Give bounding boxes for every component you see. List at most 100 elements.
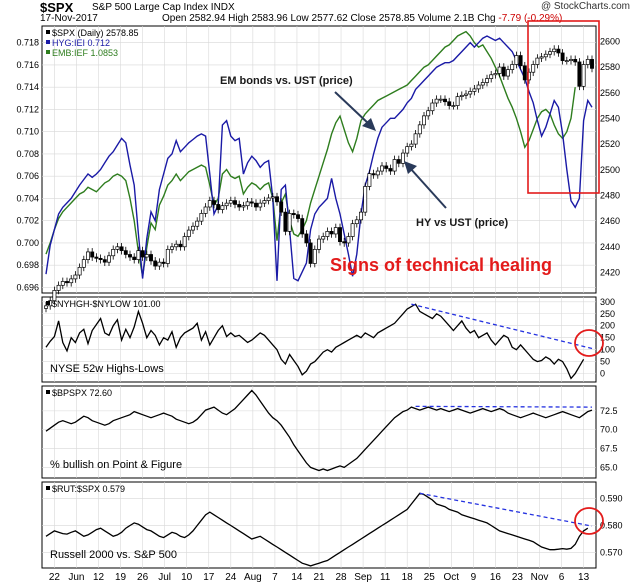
right-tick-label: 65.0: [600, 462, 618, 472]
spx-candle: [107, 255, 111, 263]
right-tick-label: 2540: [600, 113, 620, 123]
spx-candle: [233, 200, 237, 205]
right-tick-label: 2500: [600, 165, 620, 175]
hy-annotation: HY vs UST (price): [416, 217, 508, 229]
spx-candle: [69, 278, 74, 284]
right-tick-label: 0: [600, 369, 605, 379]
spx-candle: [254, 202, 258, 208]
right-tick-label: 50: [600, 357, 610, 367]
spx-candle: [409, 143, 414, 148]
spx-candle: [560, 52, 565, 62]
spx-candle: [102, 259, 107, 263]
spx-candle: [161, 261, 166, 264]
x-tick-label: 28: [335, 572, 347, 583]
spx-candle: [426, 110, 431, 117]
spx-candle: [207, 200, 212, 208]
hy-arrow-shaft: [409, 167, 447, 209]
spx-candle: [384, 165, 389, 169]
right-tick-label: 150: [600, 333, 615, 343]
spx-candle: [153, 260, 158, 267]
spx-candle: [497, 66, 502, 74]
spx-candle: [291, 213, 296, 216]
spx-candle: [539, 56, 544, 59]
spx-candle: [417, 124, 422, 135]
spx-candle: [573, 59, 578, 63]
x-tick-label: 26: [137, 572, 149, 583]
spx-candle: [199, 213, 204, 222]
right-tick-label: 2560: [600, 88, 620, 98]
spx-candle: [308, 242, 313, 264]
spx-candle: [535, 57, 540, 65]
x-tick-label: 24: [225, 572, 237, 583]
rut-trendline: [419, 492, 593, 527]
spx-candle: [468, 91, 473, 95]
spx-candle: [140, 250, 145, 258]
spx-candle: [149, 254, 153, 262]
spx-candle: [270, 196, 275, 199]
spx-candle: [228, 200, 233, 204]
spx-candle: [186, 229, 191, 237]
x-tick-label: 23: [512, 572, 524, 583]
x-tick-label: Jul: [158, 572, 171, 583]
x-tick-label: 22: [49, 572, 61, 583]
spx-candle: [518, 55, 523, 67]
spx-candle: [577, 61, 582, 87]
right-tick-label: 2440: [600, 242, 620, 252]
highs-lows-trendline: [411, 303, 593, 350]
spx-candle: [325, 231, 330, 237]
left-tick-label: 0.696: [16, 282, 39, 292]
spx-candle: [241, 205, 246, 208]
spx-candle: [119, 246, 124, 251]
spx-candle: [283, 211, 288, 232]
panel-1-legend: $NYHGH-$NYLOW 101.00: [52, 299, 161, 309]
spx-candle: [300, 218, 305, 235]
panel-2-swatch: [46, 390, 50, 394]
panel-2-line: [45, 389, 593, 472]
panel-2-label: % bullish on Point & Figure: [50, 459, 182, 471]
rut-circle: [574, 507, 604, 535]
hyg-iei-line: [45, 35, 593, 282]
spx-candle: [472, 88, 477, 92]
em-bonds-annotation: EM bonds vs. UST (price): [220, 75, 353, 87]
spx-candle: [216, 204, 221, 210]
right-tick-label: 200: [600, 321, 615, 331]
spx-candle: [392, 159, 397, 172]
panel-1-label: NYSE 52w Highs-Lows: [50, 363, 164, 375]
quote-values: Open 2582.94 High 2583.96 Low 2577.62 Cl…: [162, 13, 496, 24]
chart-description: S&P 500 Large Cap Index INDX: [92, 2, 235, 13]
left-tick-label: 0.710: [16, 127, 39, 137]
spx-candle: [430, 102, 435, 112]
spx-candle: [531, 64, 536, 73]
spx-candle: [56, 284, 61, 291]
x-tick-label: 9: [471, 572, 477, 583]
spx-candle: [493, 73, 498, 76]
spx-candle: [165, 249, 170, 264]
spx-candle: [174, 243, 179, 248]
spx-candle: [94, 256, 99, 259]
quote-line: Open 2582.94 High 2583.96 Low 2577.62 Cl…: [162, 13, 562, 24]
spx-candle: [220, 205, 225, 210]
spx-candle: [321, 236, 326, 240]
spx-candle: [329, 231, 334, 235]
right-tick-label: 300: [600, 297, 615, 307]
right-tick-label: 2580: [600, 62, 620, 72]
spx-candle: [115, 246, 120, 250]
spx-candle: [522, 65, 527, 81]
spx-candle: [132, 256, 137, 260]
spx-candle: [287, 213, 292, 232]
spx-candle: [333, 227, 338, 235]
left-tick-label: 0.700: [16, 238, 39, 248]
stockcharts-credit[interactable]: @ StockCharts.com: [540, 1, 630, 12]
x-tick-label: 25: [424, 572, 436, 583]
right-tick-label: 250: [600, 309, 615, 319]
spx-candle: [111, 249, 116, 257]
spx-candle: [396, 159, 401, 164]
right-tick-label: 0.580: [600, 521, 623, 531]
spx-candle: [258, 202, 263, 208]
spx-candle: [203, 206, 208, 214]
panel-3-legend: $RUT:$SPX 0.579: [52, 484, 125, 494]
spx-candle: [275, 196, 279, 203]
right-tick-label: 2420: [600, 267, 620, 277]
spx-candle: [296, 214, 300, 219]
spx-candle: [354, 219, 359, 225]
